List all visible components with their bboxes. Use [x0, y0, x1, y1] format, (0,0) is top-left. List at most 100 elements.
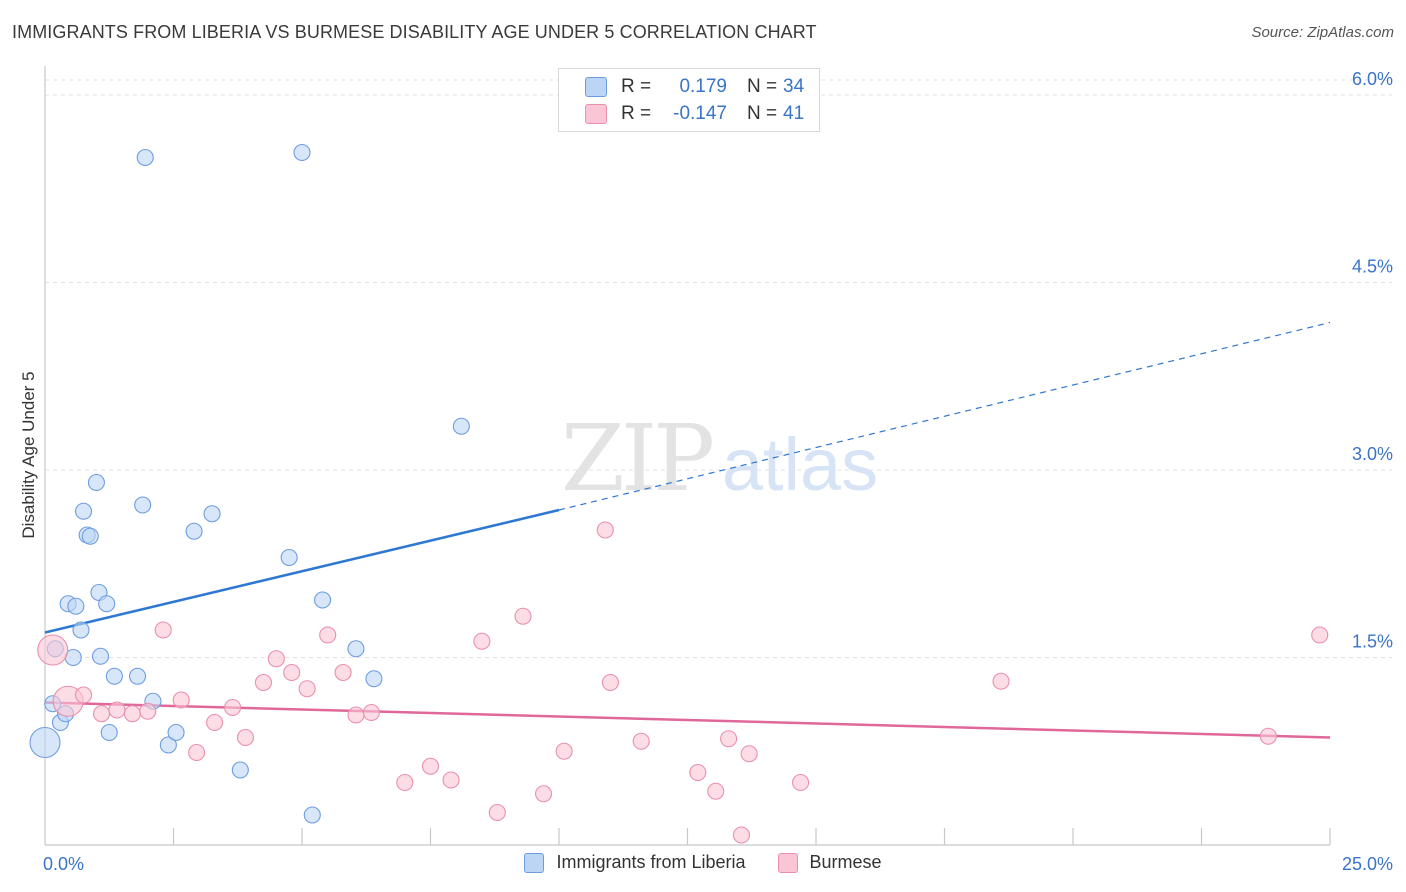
point-burmese — [514, 607, 532, 625]
point-liberia — [293, 143, 311, 162]
point-liberia — [136, 148, 154, 167]
y-tick-labels: 1.5% 3.0% 4.5% 6.0% — [1352, 69, 1393, 652]
point-liberia — [185, 522, 203, 540]
legend-n-value-liberia: 34 — [783, 76, 805, 97]
y-tick-label: 4.5% — [1352, 257, 1393, 277]
point-liberia — [105, 667, 123, 685]
point-burmese — [172, 691, 190, 709]
point-liberia — [91, 647, 110, 665]
series-legend-burmese[interactable]: Burmese — [777, 852, 882, 873]
y-tick-label: 3.0% — [1352, 444, 1393, 464]
point-burmese — [740, 745, 758, 763]
point-burmese — [283, 663, 301, 682]
point-liberia — [452, 417, 470, 435]
series-label-burmese: Burmese — [809, 852, 882, 872]
point-burmese — [601, 673, 619, 692]
legend-r-label: R = — [621, 76, 652, 97]
point-burmese — [298, 680, 316, 698]
point-burmese — [535, 785, 553, 803]
x-ticks — [172, 828, 1331, 845]
point-liberia — [81, 527, 99, 545]
point-burmese — [732, 826, 751, 844]
point-burmese — [139, 702, 157, 720]
x-tick-label: 0.0% — [43, 854, 84, 874]
source-label: Source: ZipAtlas.com — [1251, 24, 1394, 41]
watermark: ZIP atlas — [561, 405, 878, 512]
point-liberia — [134, 496, 152, 514]
point-burmese — [347, 706, 365, 724]
point-burmese — [596, 521, 614, 539]
point-burmese — [720, 730, 738, 748]
point-liberia — [67, 597, 85, 615]
point-liberia — [29, 726, 61, 759]
legend-n-label: N = — [747, 76, 778, 97]
point-burmese — [267, 650, 285, 668]
trendline-liberia-extension — [558, 321, 1331, 511]
legend-row-liberia: R = 0.179 N = 34 — [585, 75, 804, 99]
point-liberia — [75, 502, 93, 520]
series-legend-liberia[interactable]: Immigrants from Liberia — [524, 852, 746, 873]
watermark-atlas: atlas — [722, 423, 878, 506]
point-burmese — [632, 732, 650, 750]
point-liberia — [98, 595, 116, 613]
point-liberia — [167, 723, 185, 742]
trendlines — [44, 321, 1331, 739]
trendline-burmese — [44, 701, 1331, 739]
y-tick-label: 6.0% — [1352, 69, 1393, 89]
point-burmese — [254, 673, 273, 692]
point-burmese — [1311, 626, 1329, 644]
series-label-liberia: Immigrants from Liberia — [556, 852, 746, 872]
point-burmese — [1259, 727, 1277, 745]
point-burmese — [421, 757, 440, 775]
legend-n-label: N = — [747, 103, 778, 124]
y-axis-label: Disability Age Under 5 — [19, 371, 38, 538]
point-liberia — [159, 736, 177, 754]
point-burmese — [707, 782, 725, 800]
point-burmese — [188, 743, 206, 762]
point-liberia — [128, 667, 147, 685]
point-burmese — [154, 621, 172, 639]
legend-row-burmese: R = -0.147 N = 41 — [585, 102, 804, 126]
y-tick-label: 1.5% — [1352, 632, 1393, 652]
point-liberia — [365, 670, 383, 688]
point-burmese — [792, 773, 810, 792]
point-burmese — [992, 672, 1010, 690]
point-burmese — [442, 771, 460, 789]
point-burmese — [236, 728, 255, 747]
point-burmese — [37, 634, 69, 666]
legend-r-value-burmese: -0.147 — [673, 103, 727, 124]
point-burmese — [396, 773, 414, 792]
point-liberia — [280, 548, 298, 567]
legend-swatch-burmese — [585, 104, 607, 124]
point-liberia — [100, 723, 118, 742]
point-burmese — [555, 742, 573, 760]
point-burmese — [206, 713, 224, 732]
legend-r-value-liberia: 0.179 — [679, 76, 727, 97]
point-burmese — [92, 705, 111, 723]
point-liberia — [231, 761, 249, 779]
point-burmese — [224, 698, 242, 717]
series-swatch-liberia — [524, 852, 545, 873]
point-liberia — [314, 591, 332, 609]
legend-n-value-burmese: 41 — [783, 103, 805, 124]
series-legend: Immigrants from Liberia Burmese — [0, 852, 1406, 873]
point-liberia — [72, 621, 90, 639]
point-burmese — [334, 663, 352, 682]
correlation-legend: R = 0.179 N = 34 R = -0.147 N = 41 — [558, 68, 820, 132]
legend-swatch-liberia — [585, 77, 607, 97]
point-burmese — [689, 763, 707, 782]
legend-r-label: R = — [621, 103, 652, 124]
point-burmese — [108, 701, 126, 719]
point-liberia — [347, 640, 365, 658]
point-liberia — [303, 806, 321, 824]
point-burmese — [123, 705, 141, 723]
x-tick-label: 25.0% — [1342, 854, 1393, 874]
trendline-liberia — [44, 508, 560, 634]
gridlines — [45, 79, 1392, 658]
point-liberia — [203, 505, 221, 523]
watermark-zip: ZIP — [561, 405, 712, 512]
data-points — [29, 143, 1329, 844]
x-tick-labels: 0.0% 25.0% — [43, 854, 1393, 874]
point-burmese — [473, 632, 491, 650]
